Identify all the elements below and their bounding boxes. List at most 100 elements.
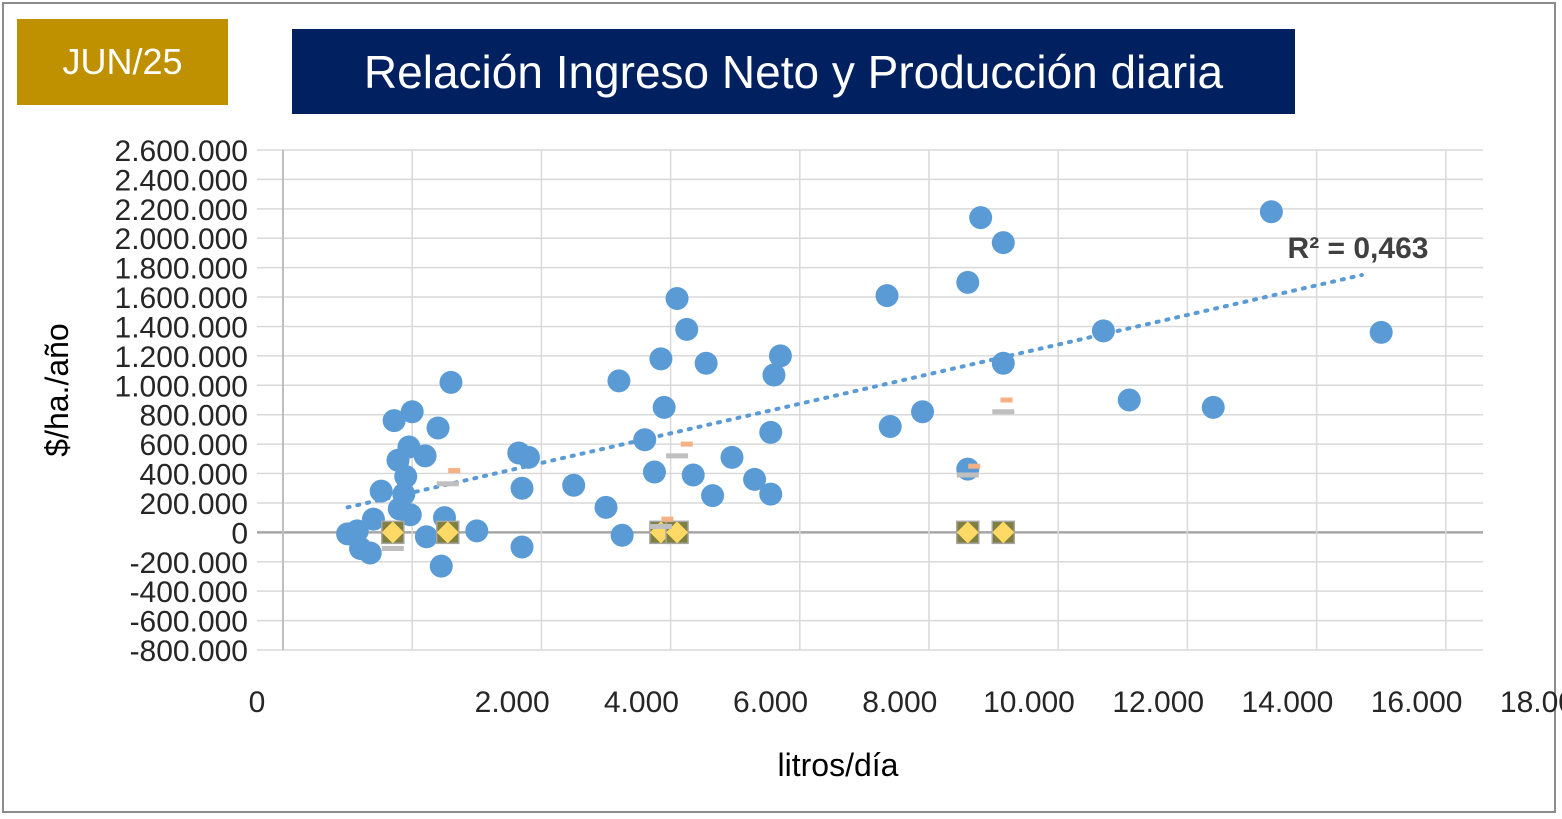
data-point xyxy=(878,414,902,438)
y-tick-label: 2.200.000 xyxy=(115,194,248,227)
diamond-marker xyxy=(956,521,979,544)
data-point xyxy=(720,445,744,469)
data-point xyxy=(991,351,1015,375)
y-tick-label: 1.800.000 xyxy=(115,253,248,286)
data-point xyxy=(516,445,540,469)
data-point xyxy=(510,535,534,559)
y-axis-label: $/ha./año xyxy=(39,323,75,456)
data-point xyxy=(429,554,453,578)
y-tick-label: 2.400.000 xyxy=(115,164,248,197)
data-point xyxy=(681,463,705,487)
data-point xyxy=(392,482,416,506)
y-tick-label: 0 xyxy=(231,517,248,550)
data-point xyxy=(911,400,935,424)
data-point xyxy=(991,231,1015,255)
data-point xyxy=(633,428,657,452)
data-point xyxy=(649,347,673,371)
data-point xyxy=(956,270,980,294)
data-point xyxy=(652,395,676,419)
data-point xyxy=(642,460,666,484)
data-point xyxy=(594,495,618,519)
x-tick-label: 2.000 xyxy=(475,686,550,719)
data-point xyxy=(759,420,783,444)
data-point xyxy=(762,363,786,387)
data-point xyxy=(358,541,382,565)
x-axis-label: litros/día xyxy=(778,747,899,783)
data-point xyxy=(426,416,450,440)
trendline-group xyxy=(345,273,1364,510)
data-point xyxy=(394,464,418,488)
y-tick-label: -200.000 xyxy=(130,547,248,580)
data-point xyxy=(369,479,393,503)
y-tick-label: 1.600.000 xyxy=(115,282,248,315)
diamond-marker xyxy=(992,521,1015,544)
data-point xyxy=(1117,388,1141,412)
data-point xyxy=(759,482,783,506)
data-point xyxy=(701,484,725,508)
x-tick-label: 18.000 xyxy=(1500,686,1562,719)
data-point xyxy=(439,370,463,394)
data-point xyxy=(768,344,792,368)
data-point xyxy=(743,467,767,491)
y-tick-labels: 2.600.0002.400.0002.200.0002.000.0001.80… xyxy=(115,135,248,668)
x-tick-label: 12.000 xyxy=(1112,686,1204,719)
y-tick-label: -600.000 xyxy=(130,606,248,639)
y-tick-label: 400.000 xyxy=(140,459,248,492)
x-tick-label: 6.000 xyxy=(733,686,808,719)
y-tick-label: 1.200.000 xyxy=(115,341,248,374)
y-tick-label: 200.000 xyxy=(140,488,248,521)
data-point xyxy=(607,369,631,393)
y-tick-label: 2.600.000 xyxy=(115,135,248,168)
period-badge: JUN/25 xyxy=(17,19,228,105)
x-tick-label: 10.000 xyxy=(983,686,1075,719)
data-point xyxy=(398,503,422,527)
diamond-marker xyxy=(381,521,404,544)
y-tick-label: 1.400.000 xyxy=(115,311,248,344)
dash-marker-gray xyxy=(436,481,459,487)
y-tick-label: 1.000.000 xyxy=(115,370,248,403)
dash-marker-orange xyxy=(968,463,981,469)
data-point xyxy=(465,519,489,543)
data-point xyxy=(969,206,993,230)
x-tick-label: 14.000 xyxy=(1242,686,1334,719)
data-point xyxy=(1201,395,1225,419)
dash-marker-gray xyxy=(666,453,689,459)
trendline xyxy=(345,273,1364,510)
x-tick-label: 16.000 xyxy=(1371,686,1463,719)
y-tick-label: 800.000 xyxy=(140,400,248,433)
x-tick-label: 4.000 xyxy=(604,686,679,719)
x-tick-labels: 0 2.000 4.000 6.000 8.000 10.000 12.000 14.000 1… xyxy=(249,686,1562,719)
data-point xyxy=(382,409,406,433)
dash-marker-gray xyxy=(381,546,404,552)
dash-marker-orange xyxy=(661,516,674,522)
data-point xyxy=(400,400,424,424)
data-point xyxy=(345,519,369,543)
dash-marker-orange xyxy=(680,441,693,447)
data-point xyxy=(562,473,586,497)
y-tick-label: 2.000.000 xyxy=(115,223,248,256)
data-point xyxy=(1369,320,1393,344)
data-point xyxy=(675,317,699,341)
data-point xyxy=(694,351,718,375)
data-point xyxy=(413,444,437,468)
y-tick-label: -800.000 xyxy=(130,635,248,668)
data-marks xyxy=(336,200,1393,578)
y-tick-label: -400.000 xyxy=(130,576,248,609)
data-point xyxy=(1259,200,1283,224)
x-tick-label: 8.000 xyxy=(862,686,937,719)
data-point xyxy=(665,287,689,311)
data-point xyxy=(414,525,438,549)
data-point xyxy=(361,507,385,531)
data-point xyxy=(875,284,899,308)
dash-marker-gray xyxy=(649,523,672,529)
x-tick-label: 0 xyxy=(249,686,266,719)
dash-marker-orange xyxy=(448,468,461,474)
data-point xyxy=(1091,319,1115,343)
dash-marker-gray xyxy=(992,409,1015,415)
chart-title: Relación Ingreso Neto y Producción diari… xyxy=(292,29,1295,114)
data-point xyxy=(610,523,634,547)
r-squared-label: R² = 0,463 xyxy=(1288,232,1429,265)
diamond-marker xyxy=(436,521,459,544)
y-tick-label: 600.000 xyxy=(140,429,248,462)
